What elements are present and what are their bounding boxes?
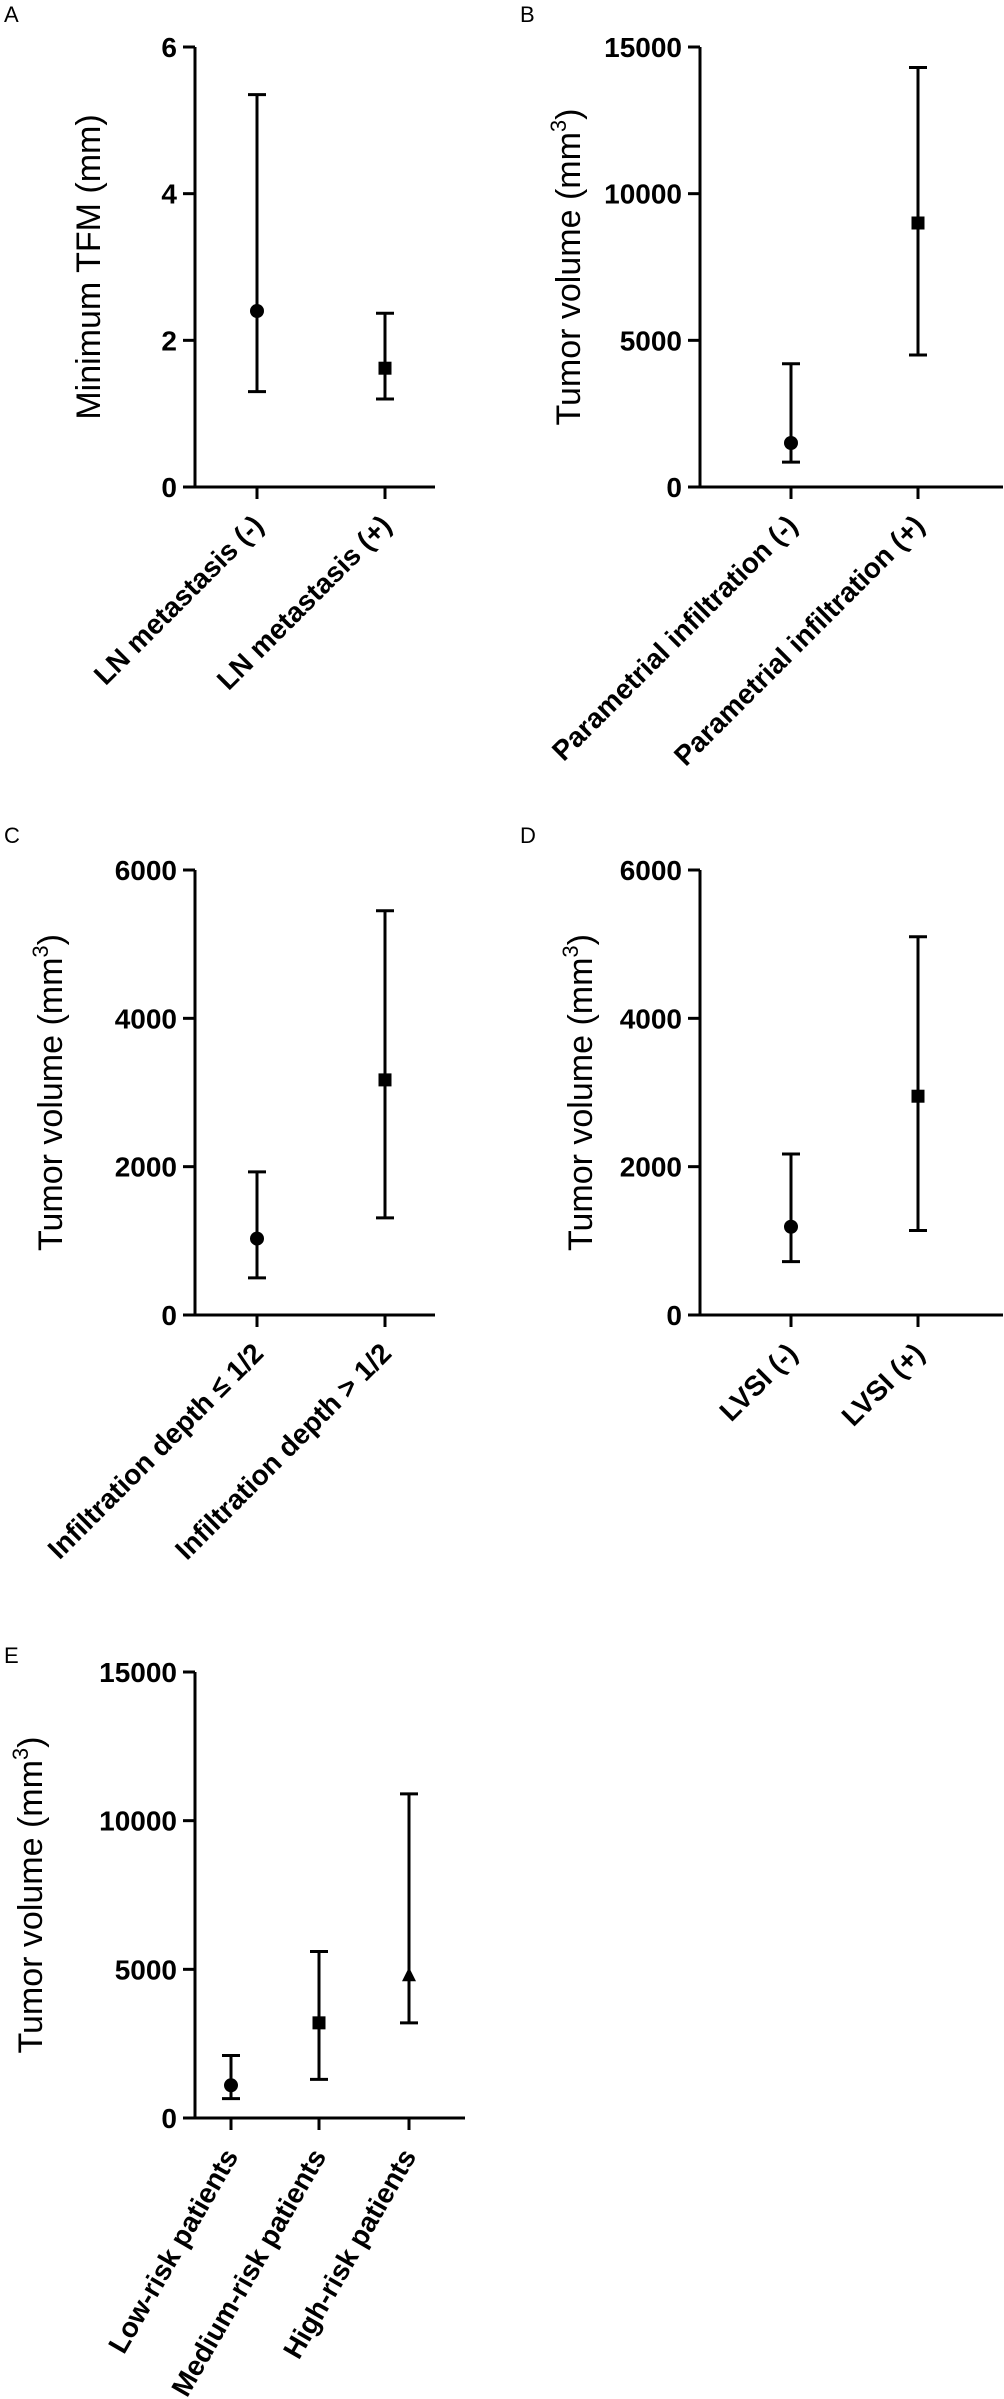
y-axis-title-text: Minimum TFM (mm) (70, 114, 108, 419)
panel-b: B 0 5000 10000 15000 Tumor volume (mm3) Parame… (520, 2, 1003, 772)
y-axis-title: Tumor volume (mm3) (558, 934, 600, 1251)
y-axis-title-text: Tumor volume (mm (562, 958, 600, 1251)
panel-e-letter: E (4, 1643, 19, 1668)
y-tick-label: 10000 (604, 179, 682, 210)
y-tick-label: 5000 (115, 1954, 177, 1985)
y-tick-label: 0 (161, 2103, 177, 2134)
x-category-label: Parametrial infiltration (-) (546, 509, 803, 766)
y-axis-title-superscript: 3 (546, 120, 571, 132)
y-tick-label: 15000 (604, 32, 682, 63)
x-category-label: Infiltration depth ≤ 1/2 (42, 1337, 269, 1564)
panel-d: D 0 2000 4000 6000 Tumor volume (mm3) LVSI (-)… (520, 823, 1003, 1432)
y-axis-title: Tumor volume (mm3) (546, 108, 588, 425)
y-axis-title-close: ) (12, 1736, 50, 1747)
y-tick-label: 6 (161, 32, 177, 63)
panel-a-letter: A (4, 2, 19, 27)
y-tick-label: 6000 (115, 855, 177, 886)
data-point-circle (224, 2078, 238, 2093)
y-axis-title-superscript: 3 (8, 1748, 33, 1760)
y-tick-label: 0 (161, 472, 177, 503)
data-point-circle (784, 1219, 798, 1234)
y-axis-title: Tumor volume (mm3) (8, 1736, 50, 2053)
panel-d-letter: D (520, 823, 536, 848)
y-axis-title-text: Tumor volume (mm (550, 132, 588, 425)
y-tick-label: 0 (161, 1300, 177, 1331)
y-tick-label: 6000 (620, 855, 682, 886)
y-axis-title-superscript: 3 (28, 945, 53, 957)
y-axis-title-close: ) (550, 108, 588, 119)
x-category-label: LVSI (+) (836, 1337, 931, 1432)
y-axis-title-text: Tumor volume (mm (32, 958, 70, 1251)
data-point-square (312, 2016, 326, 2030)
x-category-label: Parametrial infiltration (+) (668, 509, 930, 771)
y-tick-label: 2000 (620, 1152, 682, 1183)
y-tick-label: 5000 (620, 325, 682, 356)
y-axis-title-close: ) (32, 934, 70, 945)
y-axis-title: Minimum TFM (mm) (70, 114, 108, 419)
panel-b-letter: B (520, 2, 535, 27)
data-point-square (911, 1089, 925, 1103)
y-axis-title-text: Tumor volume (mm (12, 1760, 50, 2053)
y-tick-label: 15000 (99, 1657, 177, 1688)
data-point-square (911, 216, 925, 230)
y-tick-label: 10000 (99, 1806, 177, 1837)
y-tick-label: 4 (161, 179, 177, 210)
panel-c: C 0 2000 4000 6000 Tumor volume (mm3) Infiltra… (4, 823, 435, 1566)
y-tick-label: 0 (666, 1300, 682, 1331)
y-tick-label: 2000 (115, 1152, 177, 1183)
data-point-circle (784, 436, 798, 450)
y-tick-label: 4000 (620, 1003, 682, 1034)
y-axis-title-close: ) (562, 934, 600, 945)
x-category-label: Medium-risk patients (165, 2144, 332, 2399)
data-point-square (378, 1073, 392, 1087)
data-point-circle (250, 1231, 264, 1246)
y-tick-label: 2 (161, 325, 177, 356)
data-point-circle (250, 304, 264, 318)
y-axis-title-superscript: 3 (558, 945, 583, 957)
x-category-label: Infiltration depth > 1/2 (169, 1337, 397, 1565)
data-point-square (378, 361, 392, 375)
x-category-label: LVSI (-) (713, 1337, 803, 1427)
data-point-triangle (402, 1967, 416, 1982)
y-axis-title: Tumor volume (mm3) (28, 934, 70, 1251)
y-tick-label: 4000 (115, 1003, 177, 1034)
y-tick-label: 0 (666, 472, 682, 503)
panel-c-letter: C (4, 823, 20, 848)
